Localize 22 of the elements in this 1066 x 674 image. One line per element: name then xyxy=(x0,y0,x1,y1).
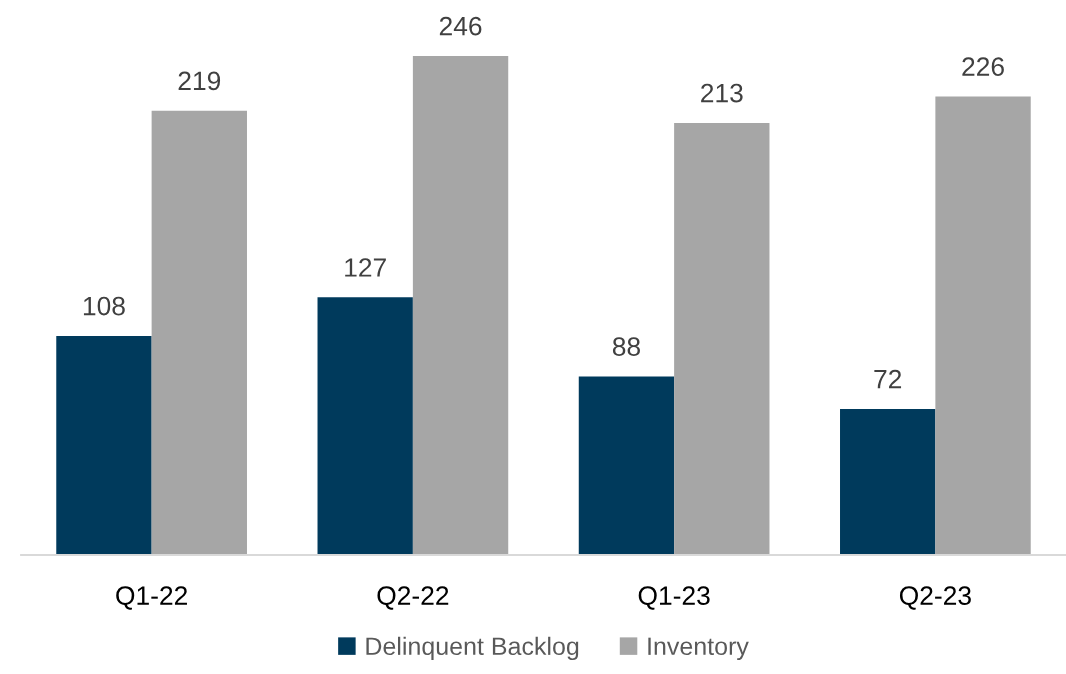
data-label: 213 xyxy=(701,83,743,103)
x-tick-label: Q2-22 xyxy=(377,586,449,610)
data-label: 219 xyxy=(178,71,221,91)
bar xyxy=(935,96,1031,555)
bar xyxy=(840,408,936,555)
bar xyxy=(56,335,152,555)
bar xyxy=(412,55,509,555)
bar xyxy=(578,376,675,555)
bar xyxy=(674,122,770,555)
bar xyxy=(151,110,247,555)
data-label: 127 xyxy=(345,258,386,277)
data-label: 88 xyxy=(612,337,640,356)
data-label: 108 xyxy=(83,296,125,316)
legend-label: Inventory xyxy=(648,637,749,661)
bar xyxy=(317,297,413,555)
data-label: 72 xyxy=(874,369,902,389)
x-tick-label: Q1-22 xyxy=(116,586,187,610)
data-label: 246 xyxy=(439,16,482,36)
x-tick-label: Q1-23 xyxy=(638,586,710,610)
data-label: 226 xyxy=(962,57,1004,77)
legend-label: Delinquent Backlog xyxy=(366,636,579,661)
x-tick-label: Q2-23 xyxy=(899,586,971,610)
